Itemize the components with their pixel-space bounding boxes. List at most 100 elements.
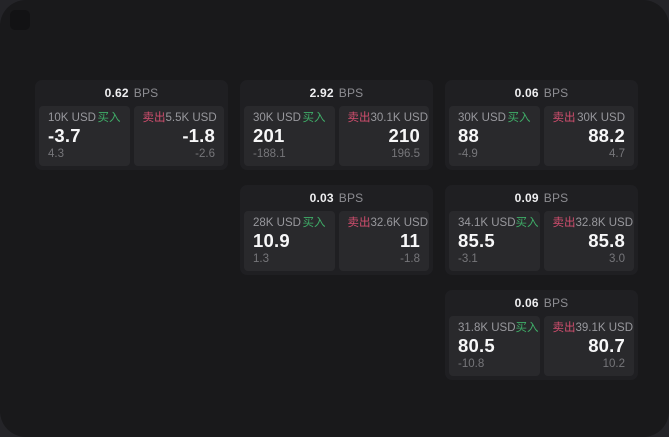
buy-sub-value: -188.1 bbox=[253, 147, 286, 160]
buy-price: -3.7 bbox=[48, 125, 81, 147]
buy-sub-value: -4.9 bbox=[458, 147, 478, 160]
card-header: 2.92 BPS bbox=[244, 80, 429, 106]
sell-header-row: 卖出 32.6K USD bbox=[347, 217, 429, 230]
sell-sub-value: 4.7 bbox=[609, 147, 625, 160]
buy-panel[interactable]: 30K USD 买入 88 -4.9 bbox=[449, 106, 540, 166]
buy-price: 85.5 bbox=[458, 230, 495, 252]
sell-header-row: 卖出 30.1K USD bbox=[347, 112, 429, 125]
sell-panel[interactable]: 卖出 5.5K USD -1.8 -2.6 bbox=[133, 106, 224, 166]
sell-sub-value: 10.2 bbox=[602, 357, 625, 370]
sell-tag: 卖出 bbox=[347, 217, 371, 229]
sell-sub-value: -2.6 bbox=[195, 147, 215, 160]
quote-card[interactable]: 0.06 BPS 31.8K USD 买入 80.5 -10.8 卖出 39.1… bbox=[445, 290, 638, 380]
sell-sub-value: 196.5 bbox=[391, 147, 420, 160]
app-logo-icon[interactable] bbox=[10, 10, 30, 30]
quote-panels: 10K USD 买入 -3.7 4.3 卖出 5.5K USD -1.8 -2.… bbox=[39, 106, 224, 166]
buy-tag: 买入 bbox=[302, 217, 326, 229]
buy-sub-value: 4.3 bbox=[48, 147, 64, 160]
sell-panel[interactable]: 卖出 30.1K USD 210 196.5 bbox=[338, 106, 429, 166]
buy-sub-value: -10.8 bbox=[458, 357, 485, 370]
sell-header-row: 卖出 30K USD bbox=[552, 112, 626, 125]
quote-panels: 30K USD 买入 88 -4.9 卖出 30K USD 88.2 4.7 bbox=[449, 106, 634, 166]
sell-panel[interactable]: 卖出 32.8K USD 85.8 3.0 bbox=[543, 211, 634, 271]
quote-panels: 31.8K USD 买入 80.5 -10.8 卖出 39.1K USD 80.… bbox=[449, 316, 634, 376]
quote-card[interactable]: 0.62 BPS 10K USD 买入 -3.7 4.3 卖出 5.5K USD… bbox=[35, 80, 228, 170]
buy-amount: 31.8K USD bbox=[458, 322, 516, 334]
sell-sub-value: -1.8 bbox=[400, 252, 420, 265]
buy-amount: 34.1K USD bbox=[458, 217, 516, 229]
buy-amount: 30K USD bbox=[458, 112, 506, 124]
sell-price: 80.7 bbox=[588, 335, 625, 357]
buy-amount: 30K USD bbox=[253, 112, 301, 124]
bps-value: 0.06 bbox=[514, 296, 539, 310]
buy-price: 10.9 bbox=[253, 230, 290, 252]
buy-panel[interactable]: 34.1K USD 买入 85.5 -3.1 bbox=[449, 211, 540, 271]
buy-price: 80.5 bbox=[458, 335, 495, 357]
bps-unit-label: BPS bbox=[338, 191, 364, 205]
sell-amount: 39.1K USD bbox=[575, 322, 634, 334]
sell-tag: 卖出 bbox=[142, 112, 166, 124]
sell-amount: 30K USD bbox=[577, 112, 625, 124]
quote-panels: 30K USD 买入 201 -188.1 卖出 30.1K USD 210 1… bbox=[244, 106, 429, 166]
sell-price: -1.8 bbox=[182, 125, 215, 147]
buy-panel[interactable]: 31.8K USD 买入 80.5 -10.8 bbox=[449, 316, 540, 376]
sell-tag: 卖出 bbox=[552, 217, 576, 229]
buy-header-row: 31.8K USD 买入 bbox=[458, 322, 539, 335]
bps-value: 2.92 bbox=[309, 86, 334, 100]
buy-tag: 买入 bbox=[97, 112, 121, 124]
bps-unit-label: BPS bbox=[133, 86, 159, 100]
sell-header-row: 卖出 32.8K USD bbox=[552, 217, 634, 230]
sell-header-row: 卖出 5.5K USD bbox=[142, 112, 217, 125]
quote-card[interactable]: 0.03 BPS 28K USD 买入 10.9 1.3 卖出 32.6K US… bbox=[240, 185, 433, 275]
buy-header-row: 10K USD 买入 bbox=[48, 112, 121, 125]
bps-unit-label: BPS bbox=[338, 86, 364, 100]
buy-tag: 买入 bbox=[302, 112, 326, 124]
bps-unit-label: BPS bbox=[543, 86, 569, 100]
buy-price: 88 bbox=[458, 125, 479, 147]
bps-value: 0.09 bbox=[514, 191, 539, 205]
sell-price: 11 bbox=[400, 230, 420, 252]
card-header: 0.62 BPS bbox=[39, 80, 224, 106]
buy-header-row: 30K USD 买入 bbox=[458, 112, 531, 125]
buy-sub-value: -3.1 bbox=[458, 252, 478, 265]
buy-header-row: 28K USD 买入 bbox=[253, 217, 326, 230]
sell-price: 210 bbox=[388, 125, 420, 147]
buy-tag: 买入 bbox=[507, 112, 531, 124]
sell-sub-value: 3.0 bbox=[609, 252, 625, 265]
buy-header-row: 30K USD 买入 bbox=[253, 112, 326, 125]
sell-price: 85.8 bbox=[588, 230, 625, 252]
buy-panel[interactable]: 10K USD 买入 -3.7 4.3 bbox=[39, 106, 130, 166]
sell-amount: 32.6K USD bbox=[370, 217, 429, 229]
sell-panel[interactable]: 卖出 39.1K USD 80.7 10.2 bbox=[543, 316, 634, 376]
sell-tag: 卖出 bbox=[347, 112, 371, 124]
sell-amount: 32.8K USD bbox=[575, 217, 634, 229]
card-header: 0.09 BPS bbox=[449, 185, 634, 211]
quote-card[interactable]: 2.92 BPS 30K USD 买入 201 -188.1 卖出 30.1K … bbox=[240, 80, 433, 170]
card-header: 0.06 BPS bbox=[449, 290, 634, 316]
quote-panels: 28K USD 买入 10.9 1.3 卖出 32.6K USD 11 -1.8 bbox=[244, 211, 429, 271]
sell-header-row: 卖出 39.1K USD bbox=[552, 322, 634, 335]
quote-panels: 34.1K USD 买入 85.5 -3.1 卖出 32.8K USD 85.8… bbox=[449, 211, 634, 271]
sell-tag: 卖出 bbox=[552, 112, 576, 124]
quote-card[interactable]: 0.09 BPS 34.1K USD 买入 85.5 -3.1 卖出 32.8K… bbox=[445, 185, 638, 275]
bps-value: 0.06 bbox=[514, 86, 539, 100]
buy-price: 201 bbox=[253, 125, 285, 147]
card-header: 0.03 BPS bbox=[244, 185, 429, 211]
buy-tag: 买入 bbox=[515, 217, 539, 229]
sell-panel[interactable]: 卖出 30K USD 88.2 4.7 bbox=[543, 106, 634, 166]
buy-tag: 买入 bbox=[515, 322, 539, 334]
sell-price: 88.2 bbox=[588, 125, 625, 147]
quote-card[interactable]: 0.06 BPS 30K USD 买入 88 -4.9 卖出 30K USD 8… bbox=[445, 80, 638, 170]
bps-value: 0.03 bbox=[309, 191, 334, 205]
card-header: 0.06 BPS bbox=[449, 80, 634, 106]
sell-amount: 5.5K USD bbox=[165, 112, 217, 124]
buy-panel[interactable]: 28K USD 买入 10.9 1.3 bbox=[244, 211, 335, 271]
sell-panel[interactable]: 卖出 32.6K USD 11 -1.8 bbox=[338, 211, 429, 271]
bps-unit-label: BPS bbox=[543, 296, 569, 310]
buy-panel[interactable]: 30K USD 买入 201 -188.1 bbox=[244, 106, 335, 166]
buy-header-row: 34.1K USD 买入 bbox=[458, 217, 539, 230]
bps-value: 0.62 bbox=[104, 86, 129, 100]
buy-amount: 10K USD bbox=[48, 112, 96, 124]
sell-tag: 卖出 bbox=[552, 322, 576, 334]
